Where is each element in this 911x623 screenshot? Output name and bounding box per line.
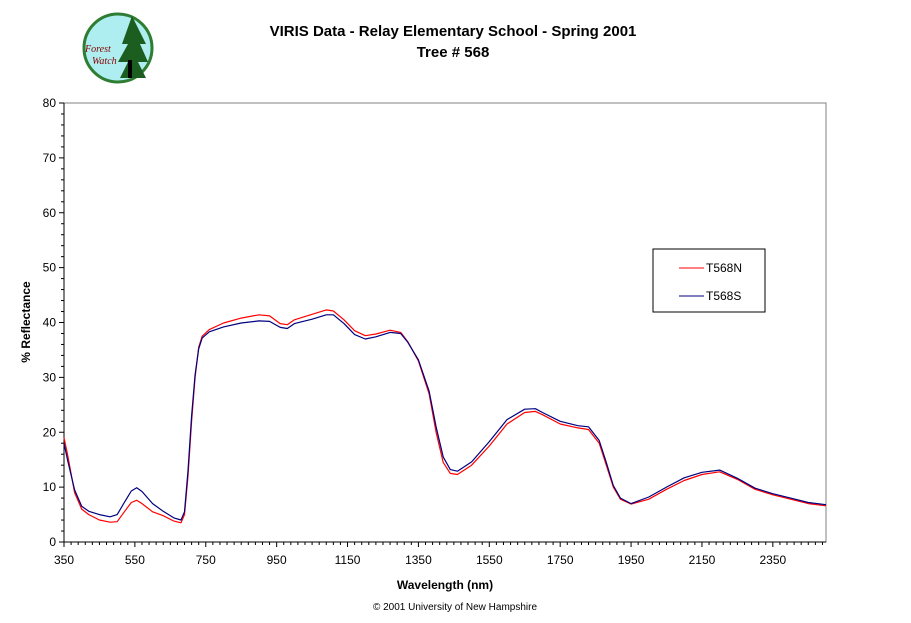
forest-watch-logo: Forest Watch (82, 12, 154, 84)
y-tick-label: 80 (43, 96, 57, 110)
y-tick-label: 30 (43, 370, 57, 384)
logo-text-line2: Watch (92, 56, 117, 67)
x-tick-label: 550 (125, 553, 145, 567)
x-tick-label: 2350 (759, 553, 786, 567)
series-line-t568n (63, 309, 827, 524)
y-axis-label: % Reflectance (19, 281, 33, 363)
y-tick-label: 50 (43, 261, 57, 275)
y-tick-label: 60 (43, 206, 57, 220)
series-line-t568s (63, 314, 827, 521)
x-tick-label: 1150 (335, 553, 361, 567)
x-axis-label: Wavelength (nm) (397, 578, 493, 592)
y-tick-label: 0 (49, 535, 56, 549)
x-tick-label: 350 (54, 553, 74, 567)
copyright-note: © 2001 University of New Hampshire (373, 602, 538, 613)
logo-text-line1: Forest (84, 44, 111, 55)
legend-label-t568s: T568S (706, 289, 741, 303)
chart-subtitle: Tree # 568 (417, 44, 490, 61)
x-tick-label: 1750 (547, 553, 574, 567)
tree-trunk-icon (128, 60, 132, 78)
chart-title: VIRIS Data - Relay Elementary School - S… (270, 23, 637, 40)
axis-ticks: 0 10 20 30 40 50 60 70 80 350 550 750 950 1150 1350 155… (43, 96, 823, 567)
series-layer (63, 309, 827, 524)
y-tick-label: 40 (43, 316, 57, 330)
y-tick-label: 20 (43, 425, 57, 439)
x-tick-label: 1950 (618, 553, 645, 567)
x-tick-label: 1550 (476, 553, 503, 567)
legend: T568N T568S (652, 248, 766, 313)
tree-icon (118, 16, 148, 78)
x-tick-label: 750 (196, 553, 216, 567)
x-tick-label: 2150 (689, 553, 716, 567)
x-tick-label: 1350 (405, 553, 432, 567)
x-tick-label: 950 (267, 553, 287, 567)
legend-box (652, 248, 766, 313)
y-tick-label: 70 (43, 151, 57, 165)
y-tick-label: 10 (43, 480, 57, 494)
plot-area (63, 102, 827, 543)
legend-label-t568n: T568N (706, 261, 742, 275)
